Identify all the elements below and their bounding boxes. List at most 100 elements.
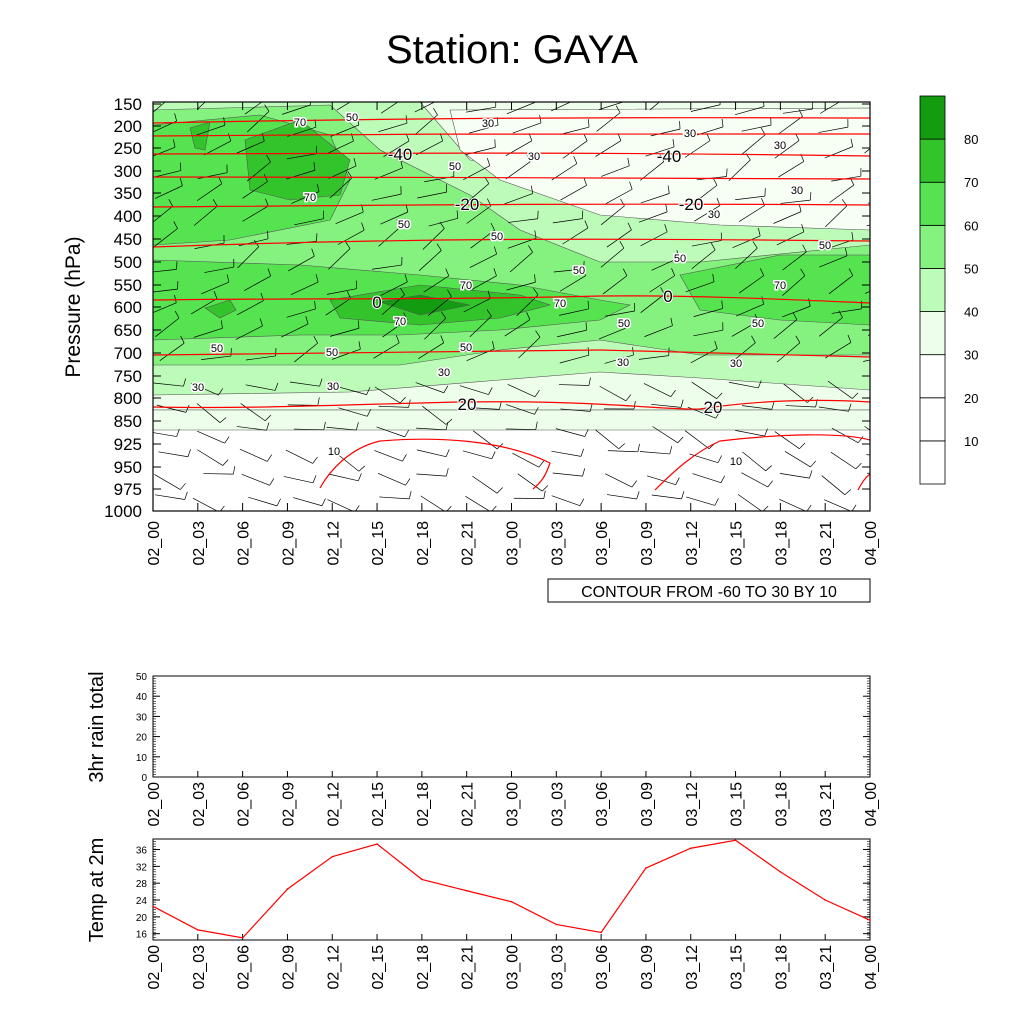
wind-barb <box>286 300 316 318</box>
wind-barb <box>782 244 807 271</box>
wind-barb <box>739 268 765 294</box>
wind-barb <box>204 133 232 156</box>
wind-barb <box>326 422 359 431</box>
wind-barb <box>560 177 587 201</box>
wind-barb <box>821 475 852 495</box>
rain-frame <box>152 675 871 778</box>
wind-barb <box>414 108 438 135</box>
temp-contour-label: -40 <box>388 145 413 164</box>
wind-barb <box>374 386 406 404</box>
panel-x-tick-label: 02_21 <box>460 945 477 990</box>
wind-barb <box>782 298 811 318</box>
rain-y-label: 3hr rain total <box>86 671 108 782</box>
panel-y-tick-label: 30 <box>136 712 148 723</box>
colorbar: 10 20 30 40 50 60 70 80 <box>919 95 978 485</box>
rh-contour-label: 30 <box>438 367 450 379</box>
x-tick-label: 03_00 <box>505 521 522 566</box>
wind-barb <box>153 102 166 113</box>
wind-barb <box>607 443 640 453</box>
wind-barb <box>773 312 798 339</box>
wind-barb <box>247 154 271 182</box>
wind-barb <box>818 119 849 133</box>
y-tick-label: 700 <box>114 344 142 363</box>
wind-barb <box>685 273 715 293</box>
wind-barb <box>550 102 572 112</box>
wind-barb <box>557 322 587 338</box>
wind-barb <box>819 102 840 114</box>
wind-barb <box>824 232 854 250</box>
wind-barb <box>196 403 227 423</box>
wind-barb <box>158 449 191 458</box>
wind-barb <box>197 430 230 444</box>
wind-barb <box>559 300 589 316</box>
panel-x-tick-label: 02_18 <box>415 782 432 827</box>
wind-barb <box>248 496 281 507</box>
wind-barb <box>285 449 318 464</box>
temp-point <box>152 905 154 908</box>
wind-barb <box>830 451 862 470</box>
y-tick-label: 450 <box>114 230 142 249</box>
colorbar-swatch <box>919 397 946 442</box>
x-tick-label: 02_15 <box>370 521 387 566</box>
temp-point <box>555 923 558 926</box>
wind-barb <box>601 157 630 177</box>
wind-barb <box>555 428 589 437</box>
x-tick-label: 02_12 <box>325 521 342 566</box>
wind-barb <box>289 378 323 387</box>
wind-barb <box>417 184 447 199</box>
rh-contour-label: 30 <box>684 128 696 140</box>
wind-barb <box>551 448 584 457</box>
y-tick-label: 500 <box>114 253 142 272</box>
humidity-band <box>204 299 237 319</box>
rh-contour-label: 30 <box>528 151 540 163</box>
wind-barb <box>866 224 870 227</box>
panel-x-tick-label: 03_09 <box>639 782 656 827</box>
wind-barb <box>691 242 716 270</box>
temp-point <box>241 937 244 939</box>
y-axis-label: Pressure (hPa) <box>62 236 85 377</box>
wind-barb <box>465 496 497 511</box>
temp-contour-label: -20 <box>455 195 480 214</box>
wind-barb <box>371 186 402 201</box>
rh-contour-label: 70 <box>554 298 566 310</box>
wind-barb <box>552 210 584 224</box>
wind-barb <box>828 268 854 295</box>
wind-barb <box>640 287 665 313</box>
x-tick-label: 02_06 <box>236 521 253 566</box>
wind-barb <box>416 449 450 458</box>
wind-barb <box>604 473 637 488</box>
wind-barb <box>472 475 503 494</box>
wind-barb <box>562 220 589 245</box>
panel-y-tick-label: 24 <box>136 896 148 907</box>
wind-barb <box>380 274 408 296</box>
wind-barb <box>509 245 533 273</box>
wind-barb <box>293 421 326 431</box>
y-tick-label: 925 <box>114 435 142 454</box>
x-tick-label: 03_09 <box>639 521 656 566</box>
wind-barb <box>504 185 534 205</box>
wind-barb <box>691 381 723 399</box>
wind-barb <box>559 119 590 135</box>
wind-barb <box>326 280 357 295</box>
wind-barb <box>741 401 775 410</box>
wind-barb <box>864 426 870 431</box>
colorbar-label: 70 <box>964 175 978 190</box>
wind-barb <box>873 247 897 272</box>
colorbar-swatch <box>919 440 946 485</box>
wind-barb <box>605 303 636 317</box>
rh-contour-label: 70 <box>460 280 472 292</box>
panel-x-tick-label: 02_09 <box>280 782 297 827</box>
wind-barb <box>606 222 632 248</box>
wind-barb <box>650 121 681 137</box>
rh-contour-label: 30 <box>327 381 339 393</box>
colorbar-swatch <box>919 95 946 140</box>
wind-barb <box>693 178 718 204</box>
wind-barb <box>371 257 403 270</box>
temp-contour-label: 20 <box>458 395 477 414</box>
temp-y-label: Temp at 2m <box>86 838 108 942</box>
panel-x-tick-label: 03_06 <box>594 782 611 827</box>
wind-barb <box>728 380 762 389</box>
temp-point <box>869 919 871 922</box>
wind-barb <box>562 133 588 159</box>
wind-barb <box>551 495 585 507</box>
